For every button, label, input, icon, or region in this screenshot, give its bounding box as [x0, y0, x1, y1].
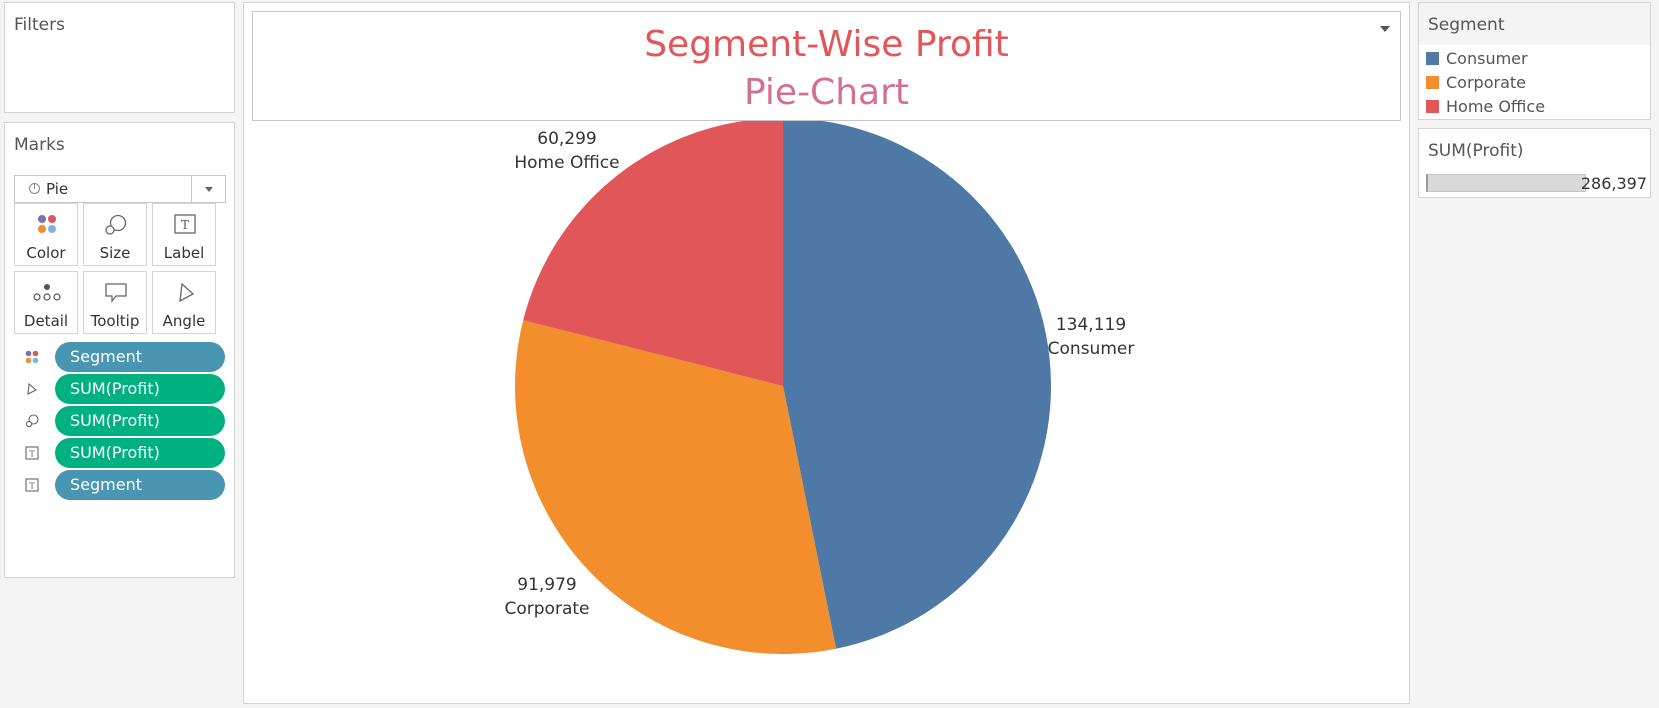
size-legend: SUM(Profit) 286,397 — [1418, 128, 1651, 198]
slice-category-label: Consumer — [1048, 339, 1135, 359]
mark-type-label: Pie — [46, 180, 69, 198]
mark-type-dropdown[interactable]: Pie — [14, 175, 226, 203]
legend-header[interactable]: Segment — [1419, 3, 1650, 45]
worksheet-view: 134,119 Consumer 91,979 Corporate 60,299 Home… — [243, 2, 1410, 704]
svg-text:T: T — [29, 482, 35, 491]
pie-slice-home-office[interactable] — [523, 118, 783, 386]
tooltip-button[interactable]: Tooltip — [83, 271, 147, 334]
label-button[interactable]: T Label — [152, 203, 216, 266]
size-icon — [105, 214, 127, 235]
color-dots-icon — [25, 350, 39, 364]
svg-text:T: T — [29, 450, 35, 459]
svg-text:T: T — [181, 218, 189, 232]
filters-shelf[interactable]: Filters — [4, 2, 235, 113]
chart-subtitle: Pie-Chart — [744, 72, 909, 113]
profit-size-pill[interactable]: SUM(Profit) — [55, 406, 225, 436]
size-legend-value: 286,397 — [1580, 174, 1647, 193]
marks-pill-row: SUM(Profit) — [25, 406, 225, 436]
legend-item-consumer[interactable]: Consumer — [1426, 48, 1646, 70]
angle-button[interactable]: Angle — [152, 271, 216, 334]
slice-category-label: Home Office — [514, 153, 619, 173]
slice-value-label: 91,979 — [517, 575, 576, 595]
profit-label-pill[interactable]: SUM(Profit) — [55, 438, 225, 468]
color-button[interactable]: Color — [14, 203, 78, 266]
legend-swatch — [1426, 52, 1439, 65]
marks-pill-row: T Segment — [25, 470, 225, 500]
chevron-down-icon[interactable] — [1380, 26, 1390, 32]
label-icon: T — [174, 214, 196, 234]
slice-category-label: Corporate — [505, 599, 590, 619]
pie-slice-corporate[interactable] — [515, 320, 837, 654]
detail-icon — [33, 284, 61, 301]
pie-chart: 134,119 Consumer 91,979 Corporate 60,299 Home… — [505, 118, 1135, 654]
detail-button[interactable]: Detail — [14, 271, 78, 334]
label-icon: T — [25, 478, 39, 492]
detail-button-label: Detail — [23, 312, 69, 330]
size-legend-title: SUM(Profit) — [1428, 141, 1524, 161]
color-dots-icon — [38, 215, 56, 233]
pie-slice-consumer[interactable] — [783, 118, 1051, 649]
legend-item-corporate[interactable]: Corporate — [1426, 72, 1646, 94]
size-legend-bar — [1426, 174, 1586, 192]
chevron-down-icon[interactable] — [191, 176, 225, 202]
marks-pill-row: T SUM(Profit) — [25, 438, 225, 468]
legend-swatch — [1426, 76, 1439, 89]
pie-icon — [29, 183, 40, 194]
angle-icon — [27, 382, 37, 395]
segment-legend: Segment Consumer Corporate Home Office — [1418, 2, 1651, 120]
profit-angle-pill[interactable]: SUM(Profit) — [55, 374, 225, 404]
legend-title: Segment — [1428, 15, 1505, 35]
size-icon — [25, 414, 39, 428]
legend-label: Home Office — [1446, 97, 1546, 116]
size-button[interactable]: Size — [83, 203, 147, 266]
legend-item-home-office[interactable]: Home Office — [1426, 96, 1646, 118]
marks-pill-row: SUM(Profit) — [25, 374, 225, 404]
marks-card: Marks Pie Color Size T Label Deta — [4, 122, 235, 578]
angle-button-label: Angle — [162, 312, 206, 330]
legend-swatch — [1426, 100, 1439, 113]
size-button-label: Size — [99, 244, 131, 262]
chart-title: Segment-Wise Profit — [644, 24, 1009, 65]
slice-value-label: 134,119 — [1056, 315, 1126, 335]
segment-color-pill[interactable]: Segment — [55, 342, 225, 372]
color-button-label: Color — [26, 244, 66, 262]
label-button-label: Label — [163, 244, 205, 262]
label-icon: T — [25, 446, 39, 460]
chart-title-box: Segment-Wise Profit Pie-Chart — [252, 11, 1401, 121]
angle-icon — [179, 282, 195, 303]
legend-label: Consumer — [1446, 49, 1528, 68]
slice-value-label: 60,299 — [537, 129, 596, 149]
tooltip-icon — [105, 283, 127, 303]
segment-label-pill[interactable]: Segment — [55, 470, 225, 500]
filters-title: Filters — [14, 15, 65, 35]
tooltip-button-label: Tooltip — [90, 312, 140, 330]
legend-label: Corporate — [1446, 73, 1526, 92]
marks-pill-row: Segment — [25, 342, 225, 372]
marks-title: Marks — [14, 135, 65, 155]
